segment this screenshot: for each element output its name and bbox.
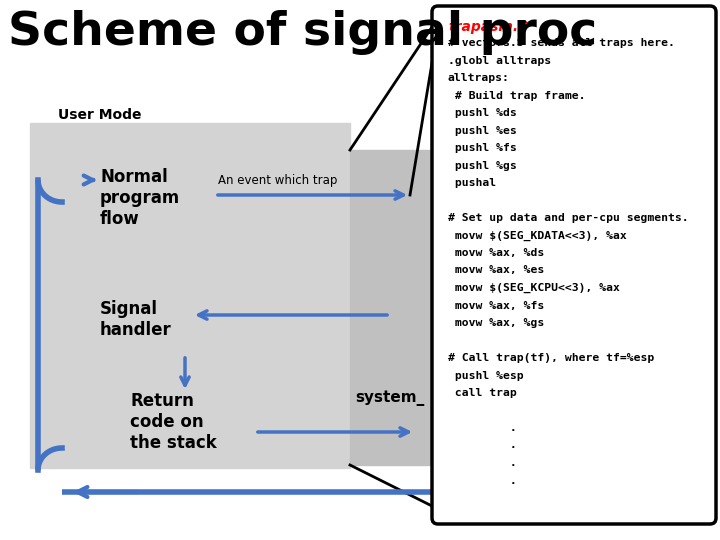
Text: .globl alltraps: .globl alltraps	[448, 56, 551, 65]
Text: Return
code on
the stack: Return code on the stack	[130, 392, 217, 451]
Text: Normal
program
flow: Normal program flow	[100, 168, 180, 227]
Text: pushl %ds: pushl %ds	[448, 108, 517, 118]
Text: # Call trap(tf), where tf=%esp: # Call trap(tf), where tf=%esp	[448, 353, 654, 363]
Text: trapasm.S: trapasm.S	[448, 20, 528, 34]
Text: alltraps:: alltraps:	[448, 73, 510, 83]
Bar	[350, 150, 430, 465]
Text: An event which trap: An event which trap	[218, 174, 338, 187]
Text: Scheme of signal proc: Scheme of signal proc	[8, 10, 598, 55]
Text: .: .	[448, 458, 517, 468]
Text: movw $(SEG_KDATA<<3), %ax: movw $(SEG_KDATA<<3), %ax	[448, 231, 626, 241]
Text: pushl %gs: pushl %gs	[448, 160, 517, 171]
Text: .: .	[448, 476, 517, 485]
Text: movw %ax, %gs: movw %ax, %gs	[448, 318, 544, 328]
Text: pushl %es: pushl %es	[448, 125, 517, 136]
Bar	[30, 123, 350, 468]
Text: # Build trap frame.: # Build trap frame.	[448, 91, 585, 100]
Text: call trap: call trap	[448, 388, 517, 398]
FancyBboxPatch shape	[432, 6, 716, 524]
Text: movw %ax, %fs: movw %ax, %fs	[448, 300, 544, 310]
Text: # Set up data and per-cpu segments.: # Set up data and per-cpu segments.	[448, 213, 688, 223]
Text: movw %ax, %es: movw %ax, %es	[448, 266, 544, 275]
Text: Signal
handler: Signal handler	[100, 300, 172, 339]
Text: User Mode: User Mode	[58, 108, 142, 122]
Text: movw $(SEG_KCPU<<3), %ax: movw $(SEG_KCPU<<3), %ax	[448, 283, 620, 293]
Text: system_: system_	[355, 390, 424, 406]
Text: .: .	[448, 441, 517, 450]
Text: pushal: pushal	[448, 178, 496, 188]
Text: pushl %fs: pushl %fs	[448, 143, 517, 153]
Text: .: .	[448, 423, 517, 433]
Text: # vectors.S sends all traps here.: # vectors.S sends all traps here.	[448, 38, 675, 48]
Text: movw %ax, %ds: movw %ax, %ds	[448, 248, 544, 258]
Text: pushl %esp: pushl %esp	[448, 370, 523, 381]
